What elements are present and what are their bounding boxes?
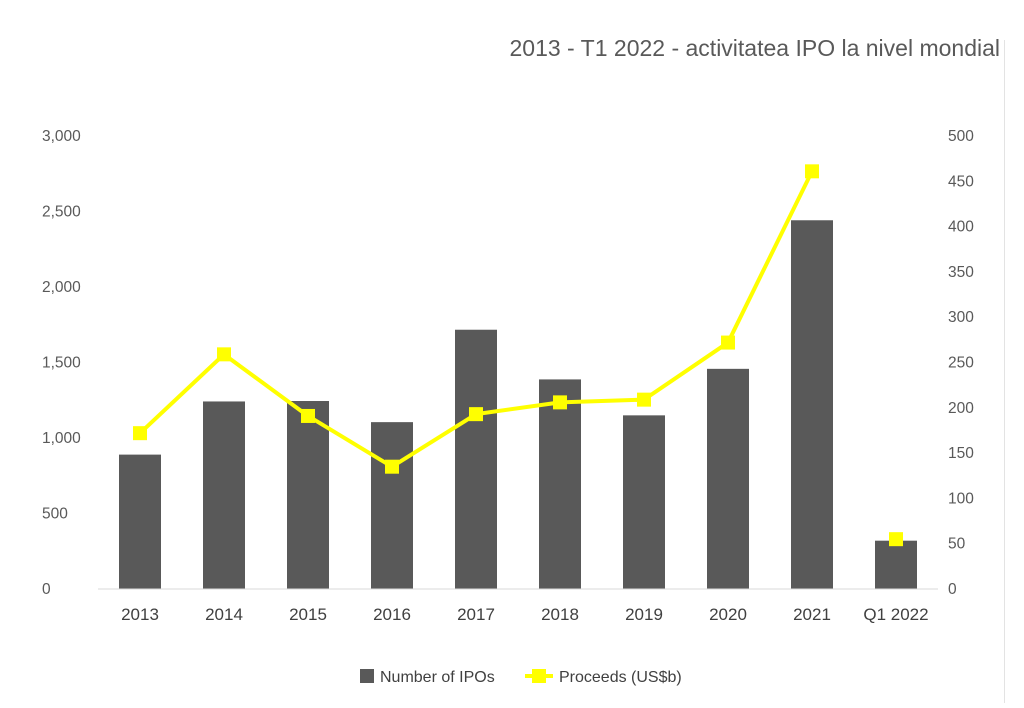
y-left-tick-label: 0	[42, 581, 51, 598]
legend-swatch-proceeds-marker	[532, 669, 546, 683]
x-tick-label: 2014	[205, 605, 243, 624]
x-tick-label: 2019	[625, 605, 663, 624]
proceeds-point	[133, 426, 147, 441]
bar	[119, 454, 161, 589]
y-right-tick-label: 300	[948, 309, 974, 326]
proceeds-point	[385, 459, 399, 474]
bar	[623, 415, 665, 589]
x-tick-label: Q1 2022	[863, 605, 928, 624]
proceeds-point	[553, 395, 567, 410]
y-right-tick-label: 400	[948, 219, 974, 236]
proceeds-point	[889, 532, 903, 547]
y-right-tick-label: 350	[948, 264, 974, 281]
x-tick-label: 2021	[793, 605, 831, 624]
y-right-tick-label: 150	[948, 445, 974, 462]
x-tick-label: 2016	[373, 605, 411, 624]
y-right-tick-label: 0	[948, 581, 957, 598]
y-right-tick-label: 200	[948, 400, 974, 417]
y-left-tick-label: 500	[42, 506, 68, 523]
legend-label-ipos: Number of IPOs	[380, 669, 495, 686]
y-right-tick-label: 250	[948, 355, 974, 372]
proceeds-point	[469, 407, 483, 422]
left-axis: 0 500 1,000 1,500 2,000 2,500 3,000	[42, 128, 81, 598]
y-right-tick-label: 50	[948, 536, 966, 553]
y-right-tick-label: 100	[948, 490, 974, 507]
proceeds-point	[721, 335, 735, 350]
y-right-tick-label: 500	[948, 128, 974, 145]
bar	[707, 368, 749, 589]
bar	[455, 329, 497, 589]
x-tick-label: 2020	[709, 605, 747, 624]
x-tick-label: 2015	[289, 605, 327, 624]
x-tick-label: 2013	[121, 605, 159, 624]
y-left-tick-label: 1,500	[42, 355, 81, 372]
bar	[791, 220, 833, 589]
x-axis: 2013 2014 2015 2016 2017 2018 2019 2020 2021 Q1 2…	[121, 605, 929, 624]
legend-label-proceeds: Proceeds (US$b)	[559, 669, 682, 686]
x-tick-label: 2018	[541, 605, 579, 624]
x-tick-label: 2017	[457, 605, 495, 624]
legend-swatch-ipos	[360, 669, 374, 683]
line-series	[133, 164, 903, 547]
proceeds-point	[805, 164, 819, 179]
y-left-tick-label: 3,000	[42, 128, 81, 145]
y-right-tick-label: 450	[948, 173, 974, 190]
y-left-tick-label: 2,500	[42, 204, 81, 221]
y-left-tick-label: 2,000	[42, 279, 81, 296]
bar	[203, 401, 245, 589]
bar	[875, 540, 917, 589]
y-left-tick-label: 1,000	[42, 430, 81, 447]
legend: Number of IPOs Proceeds (US$b)	[360, 669, 682, 686]
chart-title: 2013 - T1 2022 - activitatea IPO la nive…	[509, 35, 1000, 61]
proceeds-point	[217, 347, 231, 362]
proceeds-point	[301, 408, 315, 423]
bar	[287, 401, 329, 589]
divider	[1004, 40, 1005, 703]
bar	[371, 422, 413, 589]
proceeds-point	[637, 392, 651, 407]
bar-series	[119, 220, 917, 589]
bar	[539, 379, 581, 589]
right-axis: 0 50 100 150 200 250 300 350 400 450 500	[948, 128, 974, 598]
